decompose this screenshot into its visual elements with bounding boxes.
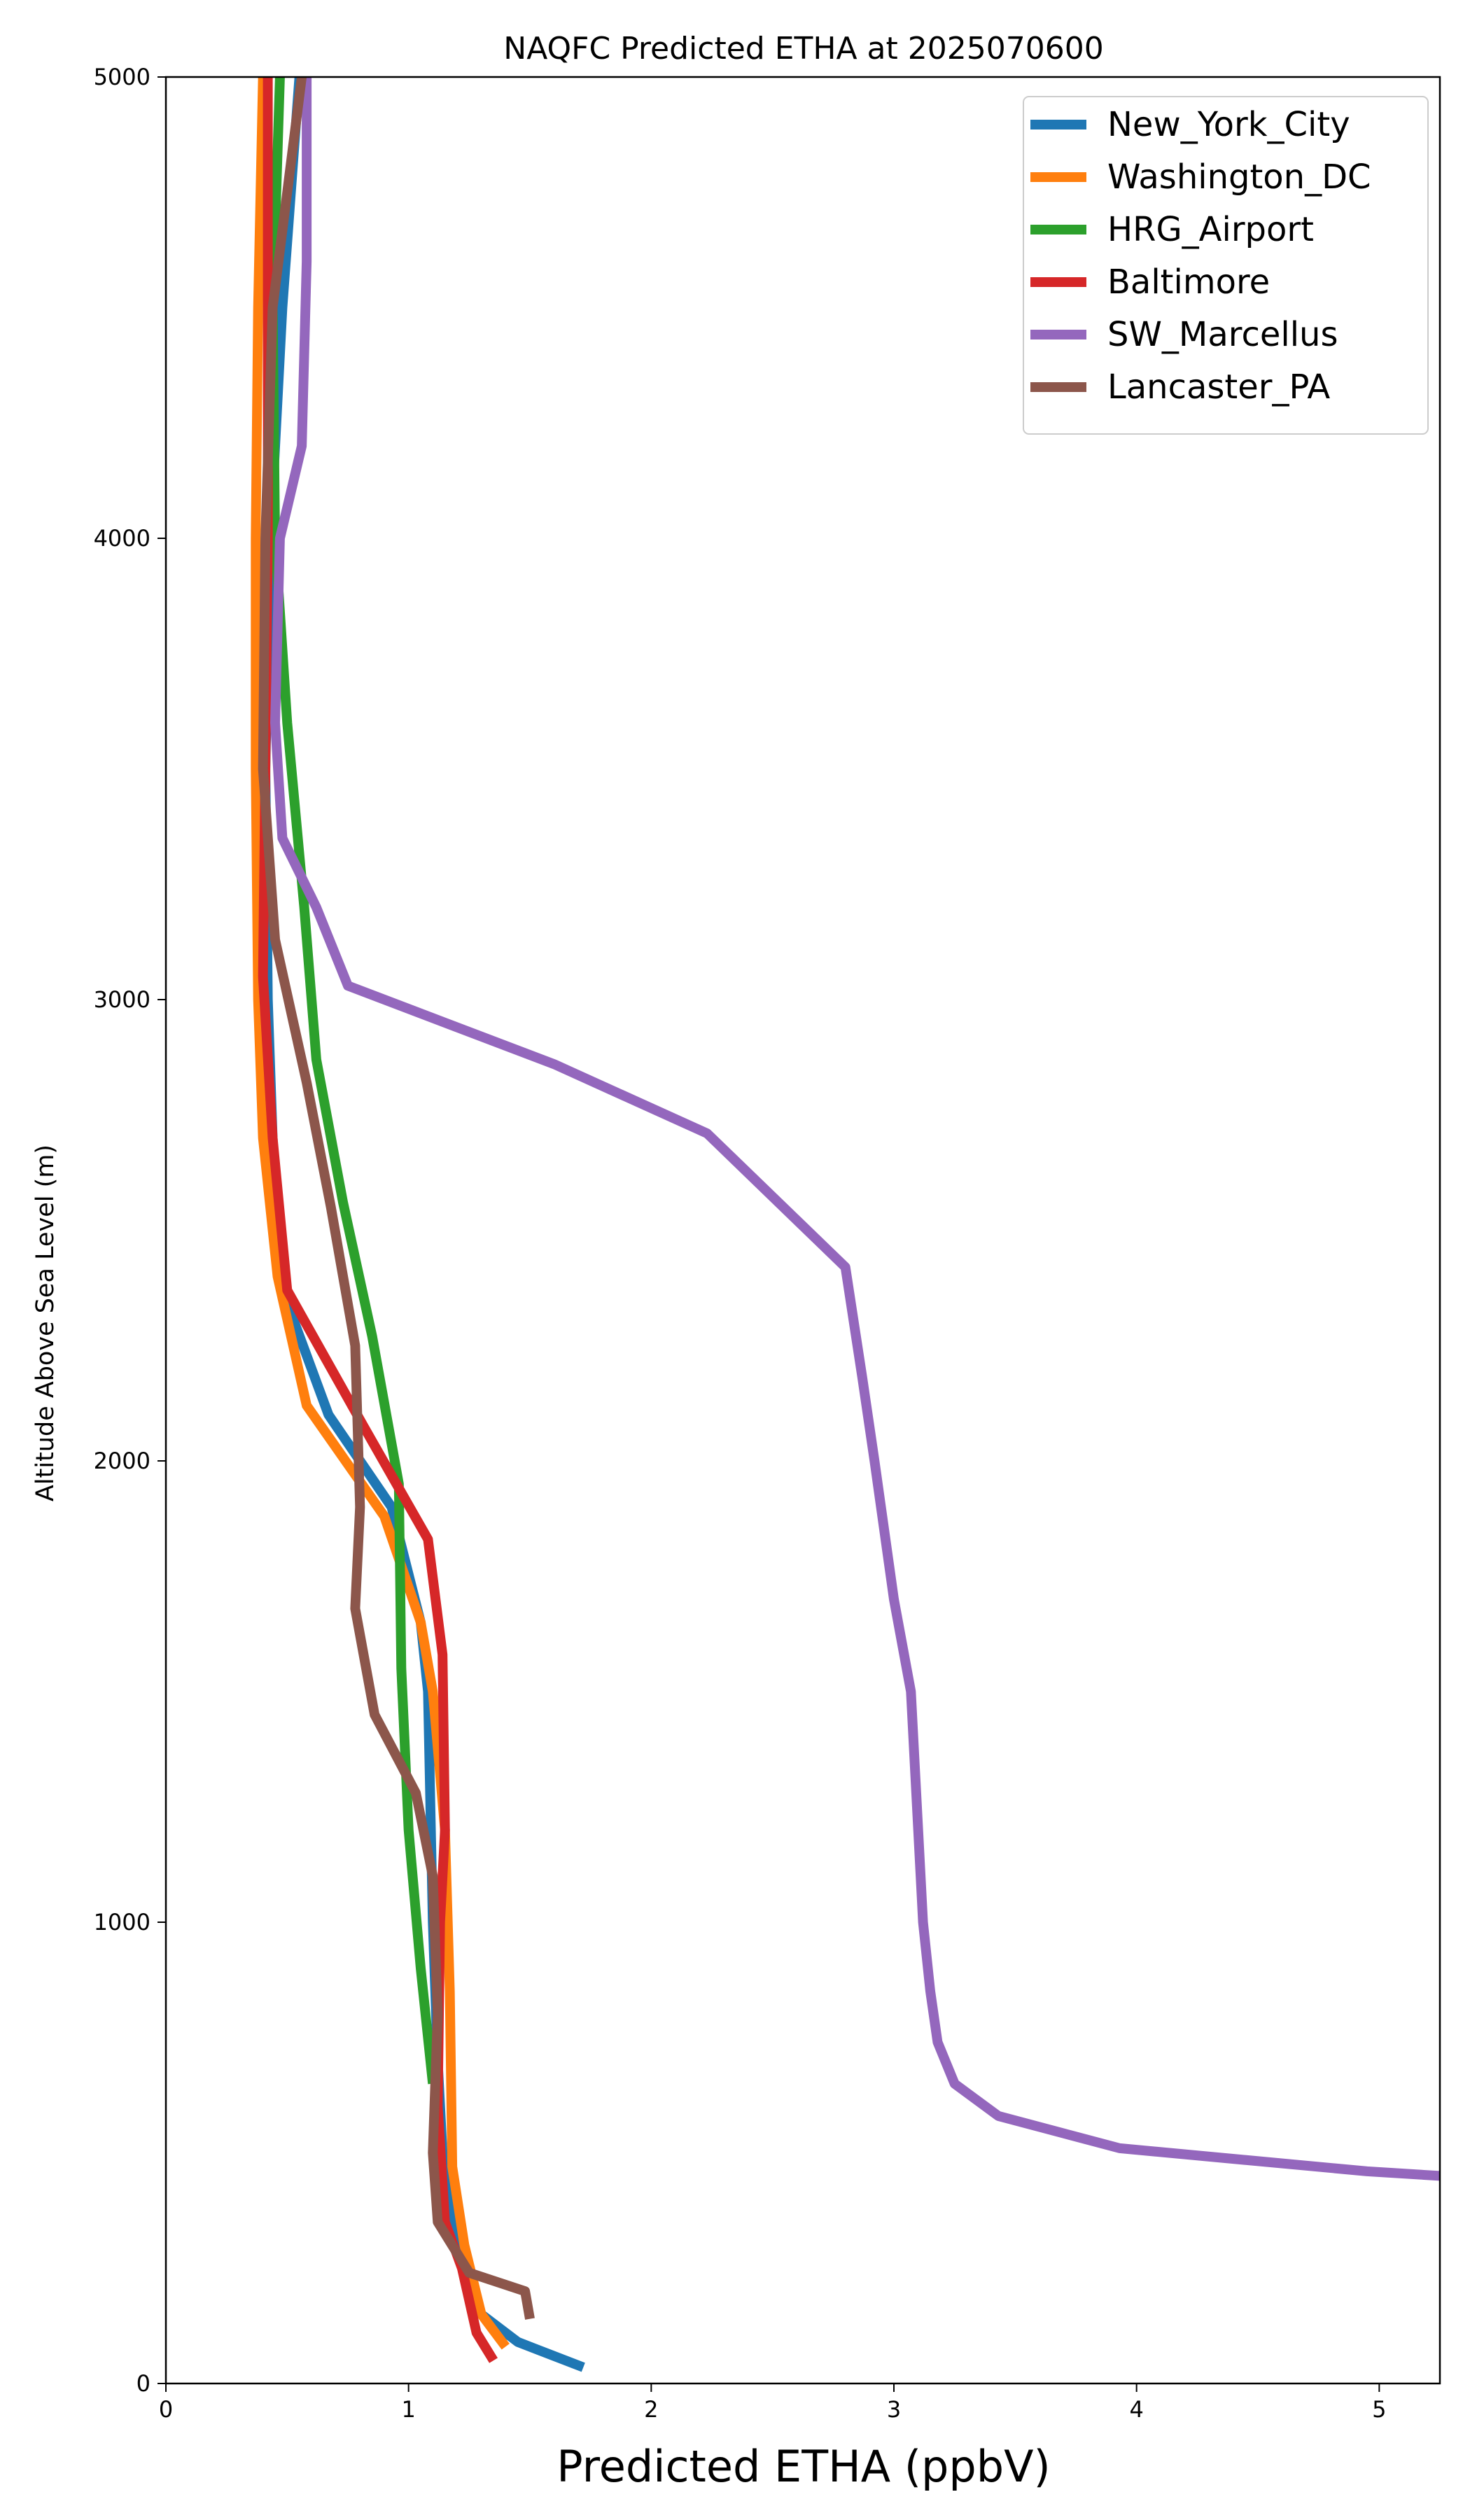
plot-frame bbox=[164, 76, 1441, 2385]
legend-box bbox=[1023, 96, 1429, 435]
x-tick-label: 1 bbox=[401, 2396, 415, 2423]
x-tick-label: 0 bbox=[159, 2396, 173, 2423]
y-axis: 0 1000 2000 3000 4000 5000 bbox=[94, 64, 166, 2397]
legend-label: Washington_DC bbox=[1107, 158, 1371, 197]
legend-label: Lancaster_PA bbox=[1107, 368, 1330, 407]
plot-area bbox=[164, 76, 1441, 2385]
y-tick-label: 2000 bbox=[94, 1448, 150, 1474]
x-axis: 0 1 2 3 4 5 bbox=[159, 2384, 1387, 2423]
series-line-lancaster-pa bbox=[258, 77, 535, 2320]
series-line-sw-marcellus bbox=[270, 77, 1440, 2181]
x-axis-label: Predicted ETHA (ppbV) bbox=[556, 2441, 1050, 2492]
y-tick-label: 0 bbox=[136, 2370, 150, 2397]
legend-label: Baltimore bbox=[1107, 262, 1270, 302]
legend: New_York_City Washington_DC HRG_Airport Bal… bbox=[1023, 96, 1429, 435]
x-tick-label: 2 bbox=[644, 2396, 658, 2423]
y-axis-label: Altitude Above Sea Level (m) bbox=[31, 1144, 59, 1502]
y-tick-label: 3000 bbox=[94, 986, 150, 1013]
y-tick-label: 1000 bbox=[94, 1909, 150, 1935]
series-lines bbox=[251, 77, 1440, 2372]
y-tick-label: 5000 bbox=[94, 64, 150, 90]
series-line-washington-dc bbox=[251, 77, 510, 2350]
y-tick-label: 4000 bbox=[94, 525, 150, 552]
legend-label: SW_Marcellus bbox=[1107, 315, 1338, 354]
legend-label: HRG_Airport bbox=[1107, 210, 1314, 249]
legend-label: New_York_City bbox=[1107, 105, 1350, 144]
x-tick-label: 4 bbox=[1129, 2396, 1143, 2423]
chart-title: NAQFC Predicted ETHA at 2025070600 bbox=[503, 31, 1103, 66]
x-tick-label: 5 bbox=[1372, 2396, 1386, 2423]
x-tick-label: 3 bbox=[887, 2396, 901, 2423]
